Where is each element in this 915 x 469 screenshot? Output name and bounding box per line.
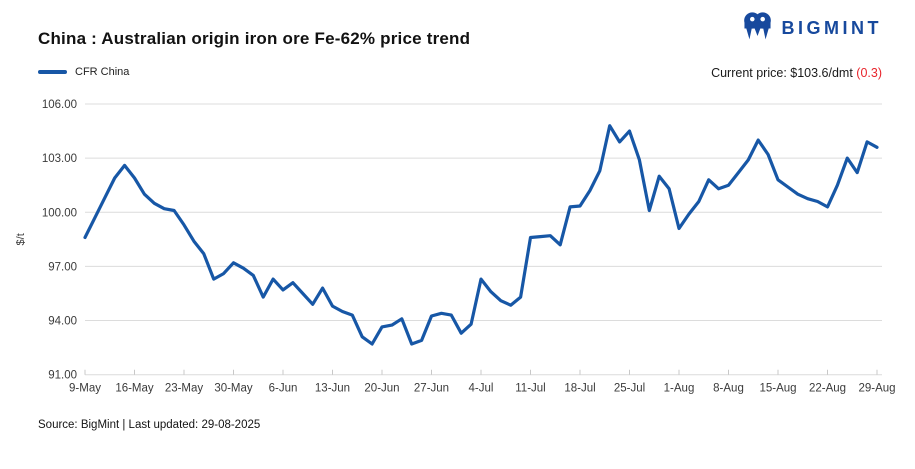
x-axis-tick-label: 20-Jun [364, 383, 399, 395]
x-axis-tick-label: 22-Aug [809, 383, 846, 395]
bigmint-logo-icon [743, 12, 771, 40]
x-axis-tick-label: 25-Jul [614, 383, 645, 395]
x-axis-tick-label: 23-May [165, 383, 204, 395]
bigmint-logo: BIGMINT [742, 11, 883, 45]
x-axis-tick-label: 1-Aug [664, 383, 695, 395]
x-axis-tick-label: 9-May [69, 383, 101, 395]
chart-legend: CFR China [38, 66, 129, 78]
y-axis-tick-label: 100.00 [42, 207, 77, 219]
x-axis-tick-label: 4-Jul [469, 383, 494, 395]
series-line-cfr-china [83, 124, 879, 346]
x-axis-tick-label: 27-Jun [414, 383, 449, 395]
x-axis-tick-label: 15-Aug [759, 383, 796, 395]
x-axis-tick-label: 16-May [115, 383, 154, 395]
y-axis-tick-label: 91.00 [48, 370, 77, 382]
x-axis-tick-label: 8-Aug [713, 383, 744, 395]
x-axis-tick-label: 29-Aug [858, 383, 895, 395]
y-axis-title: $/t [15, 233, 27, 245]
x-axis-tick-label: 13-Jun [315, 383, 350, 395]
y-axis-tick-label: 103.00 [42, 153, 77, 165]
source-caption: Source: BigMint | Last updated: 29-08-20… [38, 419, 261, 431]
y-axis-tick-label: 106.00 [42, 99, 77, 111]
y-axis-tick-label: 97.00 [48, 261, 77, 273]
page-title: China : Australian origin iron ore Fe-62… [38, 29, 471, 48]
x-axis-tick-label: 11-Jul [515, 383, 545, 395]
x-axis-tick-label: 6-Jun [269, 383, 298, 395]
y-axis-tick-label: 94.00 [48, 316, 77, 328]
legend-line-swatch [38, 70, 67, 74]
bigmint-logo-text: BIGMINT [781, 17, 882, 38]
current-price-text: Current price: $103.6/dmt [711, 66, 857, 80]
x-axis-tick-label: 18-Jul [564, 383, 595, 395]
legend-series-label: CFR China [75, 66, 130, 78]
x-axis-tick-label: 30-May [214, 383, 253, 395]
price-change-badge: (0.3) [856, 66, 882, 80]
current-price-note: Current price: $103.6/dmt (0.3) [711, 66, 882, 80]
